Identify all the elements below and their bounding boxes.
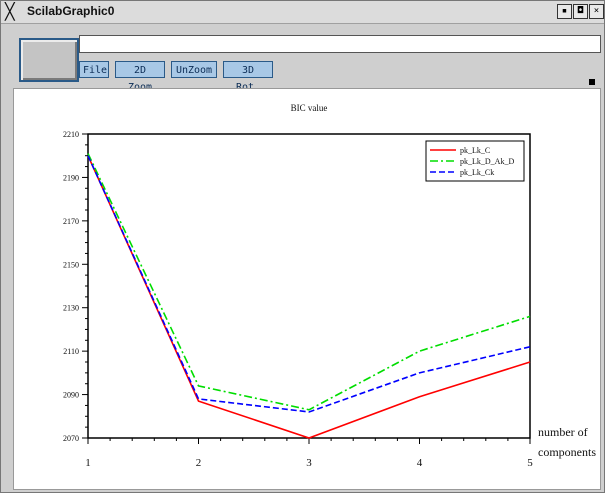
unzoom-button[interactable]: UnZoom xyxy=(171,61,217,78)
close-button[interactable]: × xyxy=(589,4,604,19)
2d-zoom-button[interactable]: 2D Zoom xyxy=(115,61,165,93)
window-title: ScilabGraphic0 xyxy=(27,4,115,18)
legend-label-2: pk_Lk_Ck xyxy=(460,168,494,177)
minimize-button[interactable]: ▪ xyxy=(557,4,572,19)
y-tick-label: 2070 xyxy=(63,434,79,443)
y-tick-label: 2130 xyxy=(63,304,79,313)
file-button[interactable]: File xyxy=(79,61,109,78)
y-tick-label: 2190 xyxy=(63,173,79,182)
x-tick-label: 1 xyxy=(85,457,91,469)
maximize-button[interactable]: ◘ xyxy=(573,4,588,19)
x-tick-label: 3 xyxy=(306,457,312,469)
series-line-1 xyxy=(87,153,531,411)
graphic-canvas[interactable]: BIC value 2070 2090 2110 2130 2150 2170 2190 221… xyxy=(13,88,601,490)
3d-rot-button[interactable]: 3D Rot. xyxy=(223,61,273,93)
x-axis-label-line1: number of xyxy=(538,425,588,439)
title-bar[interactable]: ╳ ScilabGraphic0 ▪ ◘ × xyxy=(1,1,604,24)
series-line-0 xyxy=(87,155,531,439)
legend-label-0: pk_Lk_C xyxy=(460,146,490,155)
x-tick-label: 2 xyxy=(196,457,202,469)
y-tick-label: 2150 xyxy=(63,260,79,269)
legend-label-1: pk_Lk_D_Ak_D xyxy=(460,157,514,166)
y-tick-label: 2210 xyxy=(63,130,79,139)
resize-marker xyxy=(589,79,595,85)
graphic-window-button[interactable] xyxy=(19,38,79,82)
series-line-2 xyxy=(87,155,531,413)
chart-title: BIC value xyxy=(291,103,328,113)
x-window-icon: ╳ xyxy=(5,2,15,21)
y-tick-label: 2090 xyxy=(63,391,79,400)
bic-chart: BIC value 2070 2090 2110 2130 2150 2170 2190 221… xyxy=(63,103,596,469)
y-tick-label: 2110 xyxy=(63,347,79,356)
x-tick-label: 4 xyxy=(417,457,423,469)
info-text-field[interactable] xyxy=(79,35,601,53)
x-tick-label: 5 xyxy=(527,457,533,469)
toolbar: File 2D Zoom UnZoom 3D Rot. xyxy=(11,31,602,93)
y-tick-label: 2170 xyxy=(63,217,79,226)
x-axis-label-line2: components xyxy=(538,445,596,459)
